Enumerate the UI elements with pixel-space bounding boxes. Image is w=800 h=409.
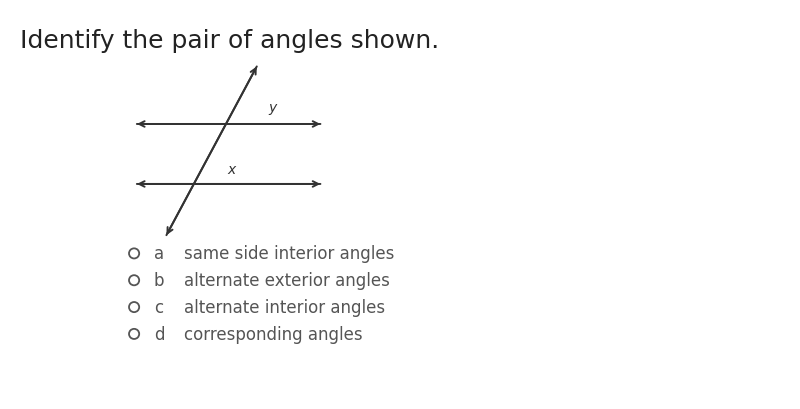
Text: d: d [154,325,164,343]
Text: Identify the pair of angles shown.: Identify the pair of angles shown. [20,29,439,53]
Text: x: x [227,163,235,177]
Text: same side interior angles: same side interior angles [184,245,394,263]
Text: alternate interior angles: alternate interior angles [184,298,385,316]
Text: b: b [154,272,164,290]
Text: alternate exterior angles: alternate exterior angles [184,272,390,290]
Text: y: y [269,101,277,115]
Text: corresponding angles: corresponding angles [184,325,362,343]
Text: c: c [154,298,163,316]
Text: a: a [154,245,164,263]
